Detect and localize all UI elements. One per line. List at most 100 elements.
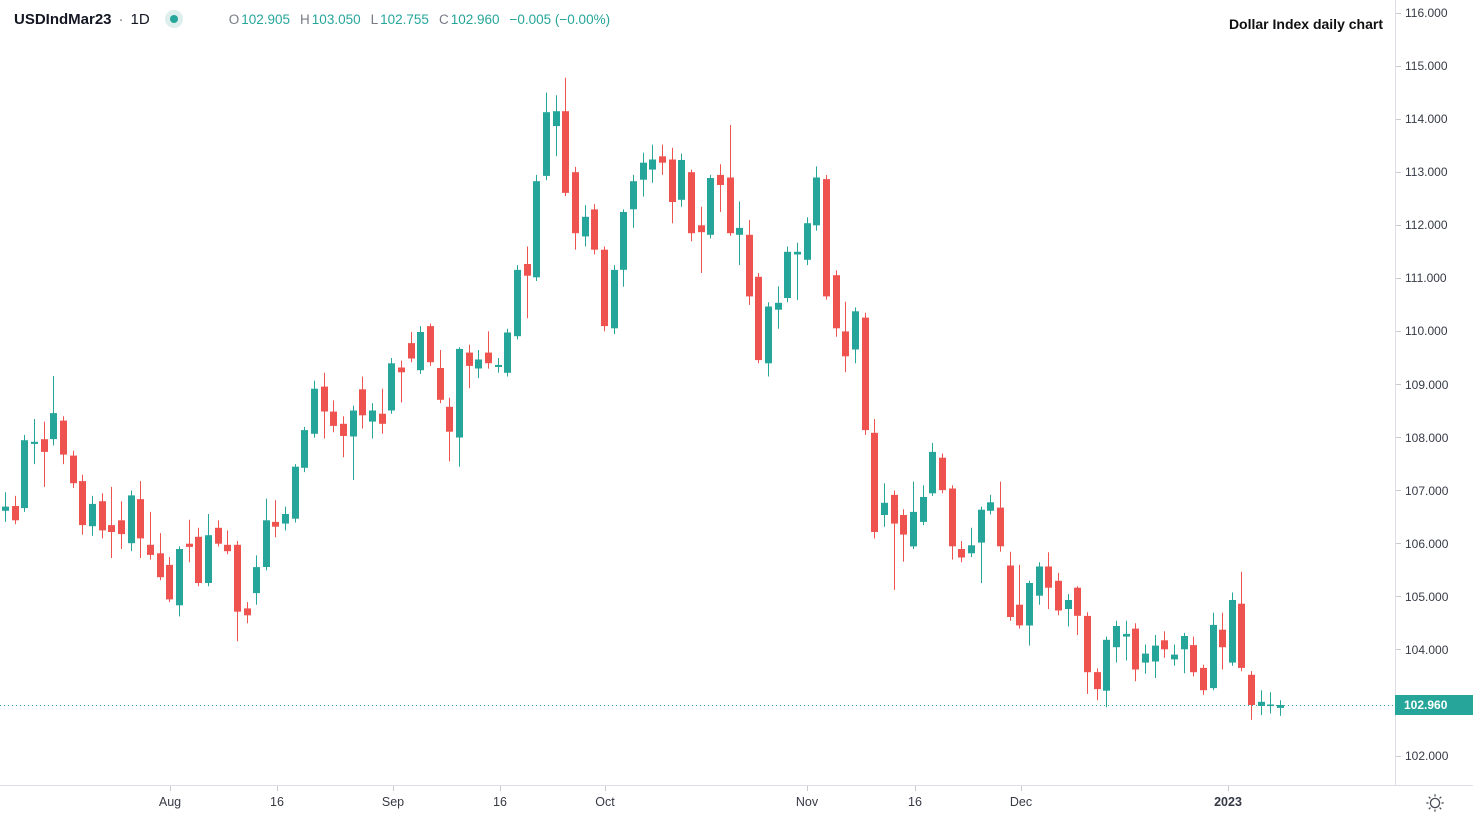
candle [727,125,734,236]
candle [842,301,849,373]
candle [272,500,279,538]
candle [263,498,270,571]
candle [437,350,444,404]
candle [369,403,376,439]
price-axis-label: 109.000 [1405,377,1449,392]
candle [794,242,801,301]
candle [765,302,772,377]
price-axis-label: 116.000 [1405,6,1448,20]
candle [1074,586,1081,635]
candle [485,331,492,369]
time-axis-tick [605,786,606,791]
time-axis[interactable]: Aug 16 Sep 16 Oct Nov 16 Dec 2023 [0,785,1473,820]
time-axis-tick [277,786,278,791]
candle [50,376,57,446]
symbol-interval-separator: · [118,10,124,28]
current-price-label: 102.960 [1395,695,1473,715]
candle [1123,620,1130,661]
candle [224,530,231,555]
chart-title-annotation: Dollar Index daily chart [1228,16,1383,32]
candle [89,495,96,536]
candle [813,166,820,231]
candle [340,416,347,458]
candle [1277,700,1284,716]
candle [186,519,193,563]
candle [833,270,840,337]
candle [1210,612,1217,691]
candle [1084,612,1091,694]
candle [108,486,115,558]
price-axis-tick [1396,755,1401,757]
candle [929,442,936,496]
candle [611,265,618,335]
candle [987,494,994,515]
time-axis-tick [1021,786,1022,791]
candle [688,169,695,242]
candle [70,450,77,488]
candle [253,555,260,605]
candle [871,419,878,539]
candle [99,493,106,539]
candle [31,419,38,465]
candle [2,492,9,522]
price-axis-label: 115.000 [1405,59,1448,74]
candle [920,485,927,526]
candle [321,372,328,439]
candle [1229,592,1236,666]
candle [301,426,308,473]
candle [649,144,656,183]
candle [1161,631,1168,658]
price-axis[interactable]: 116.000 115.000 114.000 113.000 112.000 111.0… [1395,0,1473,785]
candle [910,481,917,549]
candle [1181,632,1188,674]
candle [1113,620,1120,663]
candle [707,174,714,239]
candle [562,77,569,197]
candle [659,144,666,175]
candle [746,220,753,305]
close-readout: C 102.960 [438,11,500,27]
candle [1132,623,1139,682]
price-axis-tick [1396,649,1401,651]
candle [359,376,366,429]
candle [1094,668,1101,701]
candle [949,485,956,560]
time-axis-label: Sep [381,795,405,809]
price-axis-tick [1396,490,1401,492]
candlestick-chart-canvas[interactable] [0,0,1395,785]
candle [147,511,154,560]
candle [862,312,869,435]
candle [504,328,511,377]
ohlc-readout: O 102.905 H 103.050 L 102.755 C 102.960 −0.0… [229,12,610,27]
axis-settings-gear-icon[interactable] [1425,793,1445,813]
low-readout: L 102.755 [370,11,429,27]
symbol-name[interactable]: USDIndMar23 [14,10,112,28]
candle [514,265,521,340]
price-axis-tick [1396,596,1401,598]
candle [640,152,647,197]
candle [311,380,318,438]
candle [1200,664,1207,695]
candle [678,153,685,207]
time-axis-label: Dec [1009,795,1033,809]
time-axis-tick [170,786,171,791]
market-status-dot [169,15,178,23]
candle [939,453,946,494]
candle [79,474,86,535]
market-status-icon[interactable] [164,10,183,28]
time-axis-label: 2023 [1214,795,1242,809]
price-axis-tick [1396,330,1401,332]
candle [669,147,676,224]
candle [1026,580,1033,646]
candle [350,405,357,480]
candle [408,332,415,363]
candle [60,416,67,465]
candle [417,326,424,374]
candle [1055,572,1062,616]
candle [736,201,743,266]
candle [427,323,434,366]
candle [775,286,782,329]
candle [456,347,463,467]
time-axis-label: 16 [270,795,284,809]
interval-label[interactable]: 1D [130,10,150,28]
